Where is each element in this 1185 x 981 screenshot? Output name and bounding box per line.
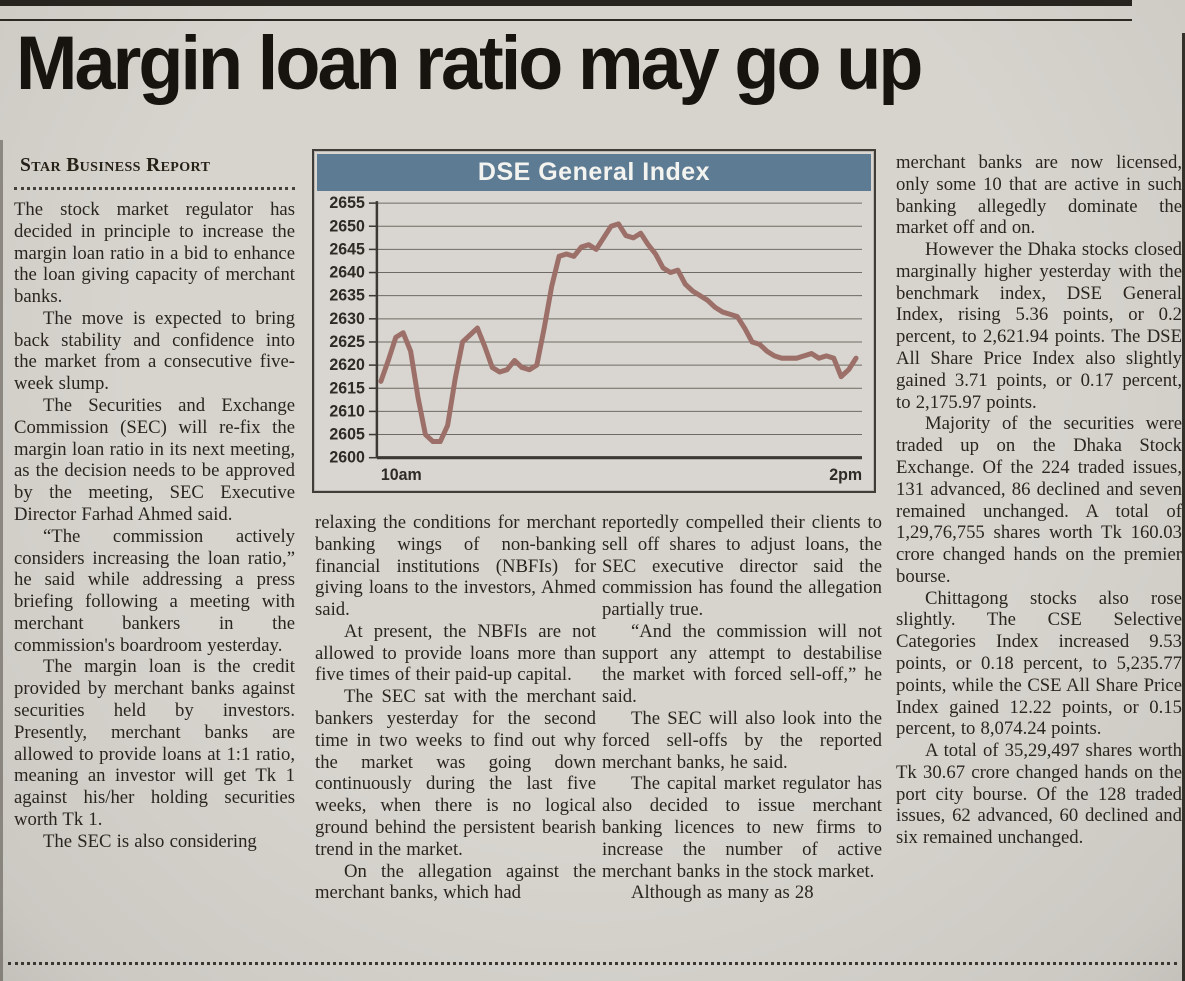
article-paragraph: The move is expected to bring back stabi…	[14, 307, 295, 395]
article-paragraph: The SEC sat with the merchant bankers ye…	[315, 686, 596, 860]
headline: Margin loan ratio may go up	[16, 21, 923, 106]
svg-text:2605: 2605	[329, 426, 365, 444]
article-paragraph: The capital market regulator has also de…	[602, 773, 882, 882]
svg-text:2655: 2655	[329, 194, 365, 212]
article-paragraph: reportedly compelled their clients to se…	[602, 512, 882, 621]
article-paragraph: “The commission actively considers incre…	[14, 525, 295, 656]
article-paragraph: However the Dhaka stocks closed marginal…	[896, 239, 1182, 413]
article-paragraph: The margin loan is the credit provided b…	[14, 656, 295, 830]
svg-text:2625: 2625	[329, 333, 365, 351]
chart-line-svg: 2655 2650 2645 2640 2635 2630 2625 2620 2615 2610…	[329, 194, 862, 484]
article-paragraph: The SEC will also look into the forced s…	[602, 708, 882, 773]
svg-text:2640: 2640	[329, 264, 365, 282]
svg-text:2615: 2615	[329, 379, 365, 397]
article-paragraph: The stock market regulator has decided i…	[14, 199, 295, 308]
article-paragraph: Chittagong stocks also rose slightly. Th…	[896, 587, 1182, 740]
bottom-divider	[8, 962, 1177, 965]
article-paragraph: The SEC is also considering	[42, 830, 257, 852]
top-divider	[0, 0, 1132, 21]
chart-title: DSE General Index	[477, 158, 711, 186]
article-text-col3: reportedly compelled their clients to se…	[602, 512, 882, 904]
article-paragraph: A total of 35,29,497 shares worth Tk 30.…	[896, 740, 1182, 849]
svg-text:2650: 2650	[329, 217, 365, 235]
article-paragraph: The Securities and Exchange Commission (…	[14, 395, 295, 525]
column-4: merchant banks are now licensed, only so…	[896, 152, 1182, 849]
article-paragraph: At present, the NBFIs are not allowed to…	[315, 620, 596, 686]
svg-text:2635: 2635	[329, 287, 365, 305]
chart-plot-area: 2655 2650 2645 2640 2635 2630 2625 2620 2615 2610…	[317, 193, 871, 488]
article-paragraph: merchant banks are now licensed, only so…	[896, 152, 1182, 239]
column-1: Star Business Report The stock market re…	[14, 155, 295, 852]
svg-text:2610: 2610	[329, 402, 365, 420]
column-2: relaxing the conditions for merchant ban…	[315, 512, 596, 904]
svg-text:2600: 2600	[329, 449, 365, 467]
article-paragraph: Although as many as 28	[630, 882, 814, 904]
byline-divider	[14, 187, 295, 190]
dse-index-chart: DSE General Index 2655 2650 2645 2640 2635 26…	[312, 149, 876, 493]
right-edge-rule	[1182, 33, 1185, 981]
svg-text:2645: 2645	[329, 240, 365, 258]
article-text-col2: relaxing the conditions for merchant ban…	[315, 512, 596, 904]
svg-text:2pm: 2pm	[829, 466, 862, 484]
byline: Star Business Report	[20, 155, 211, 176]
svg-text:2630: 2630	[329, 310, 365, 328]
svg-text:2620: 2620	[329, 356, 365, 374]
chart-title-bar: DSE General Index	[317, 154, 871, 191]
article-text-col1: The stock market regulator has decided i…	[14, 199, 295, 852]
svg-text:10am: 10am	[381, 466, 422, 484]
article-paragraph: On the allegation against the merchant b…	[315, 860, 596, 904]
article-paragraph: “And the commission will not support any…	[602, 620, 882, 708]
column-3: reportedly compelled their clients to se…	[602, 512, 882, 904]
article-text-col4: merchant banks are now licensed, only so…	[896, 152, 1182, 849]
article-paragraph: Majority of the securities were traded u…	[896, 413, 1182, 587]
left-edge-rule	[0, 140, 3, 981]
article-paragraph: relaxing the conditions for merchant ban…	[315, 512, 596, 621]
